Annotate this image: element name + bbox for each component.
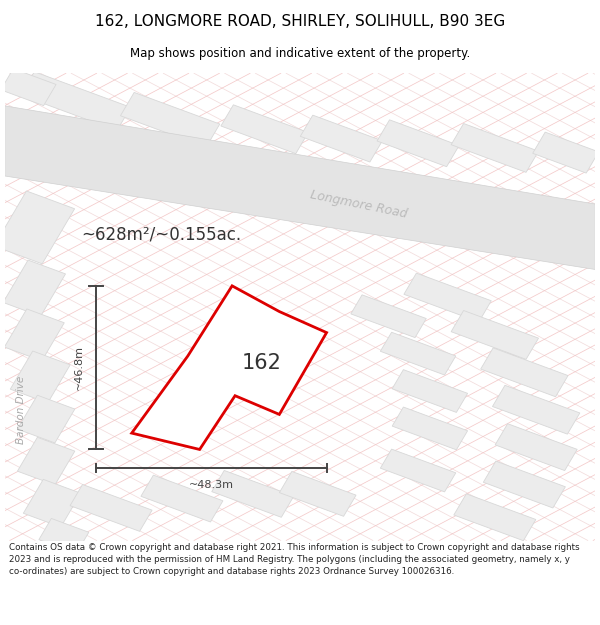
Polygon shape xyxy=(351,295,426,338)
Polygon shape xyxy=(121,92,220,148)
Polygon shape xyxy=(3,260,65,316)
Polygon shape xyxy=(495,424,577,471)
Polygon shape xyxy=(141,475,223,522)
Polygon shape xyxy=(481,348,568,397)
Polygon shape xyxy=(1,69,56,106)
Polygon shape xyxy=(380,449,456,492)
Polygon shape xyxy=(221,105,308,154)
Text: ~46.8m: ~46.8m xyxy=(74,345,83,390)
Polygon shape xyxy=(451,124,539,172)
Polygon shape xyxy=(6,111,86,156)
Polygon shape xyxy=(454,494,536,541)
Polygon shape xyxy=(17,438,75,485)
Polygon shape xyxy=(404,273,491,322)
Polygon shape xyxy=(301,115,382,162)
Polygon shape xyxy=(212,471,294,518)
Polygon shape xyxy=(70,484,152,531)
Polygon shape xyxy=(280,471,356,516)
Polygon shape xyxy=(23,479,81,527)
Polygon shape xyxy=(484,461,565,508)
Polygon shape xyxy=(4,309,64,361)
Text: ~628m²/~0.155ac.: ~628m²/~0.155ac. xyxy=(81,226,241,243)
Polygon shape xyxy=(39,519,89,554)
Text: Contains OS data © Crown copyright and database right 2021. This information is : Contains OS data © Crown copyright and d… xyxy=(9,543,580,576)
Polygon shape xyxy=(17,395,75,443)
Polygon shape xyxy=(533,132,599,173)
Text: ~48.3m: ~48.3m xyxy=(189,479,234,489)
Polygon shape xyxy=(5,106,595,269)
Polygon shape xyxy=(132,286,326,449)
Polygon shape xyxy=(392,369,467,413)
Text: Map shows position and indicative extent of the property.: Map shows position and indicative extent… xyxy=(130,47,470,60)
Polygon shape xyxy=(451,311,539,359)
Text: 162, LONGMORE ROAD, SHIRLEY, SOLIHULL, B90 3EG: 162, LONGMORE ROAD, SHIRLEY, SOLIHULL, B… xyxy=(95,14,505,29)
Polygon shape xyxy=(0,191,74,264)
Text: 162: 162 xyxy=(242,353,281,373)
Polygon shape xyxy=(10,351,70,403)
Text: Bardon Drive: Bardon Drive xyxy=(16,376,26,444)
Polygon shape xyxy=(377,120,459,167)
Polygon shape xyxy=(80,129,166,176)
Polygon shape xyxy=(493,385,580,434)
Polygon shape xyxy=(392,407,467,450)
Text: Longmore Road: Longmore Road xyxy=(310,188,409,220)
Polygon shape xyxy=(380,332,456,375)
Polygon shape xyxy=(20,72,131,131)
